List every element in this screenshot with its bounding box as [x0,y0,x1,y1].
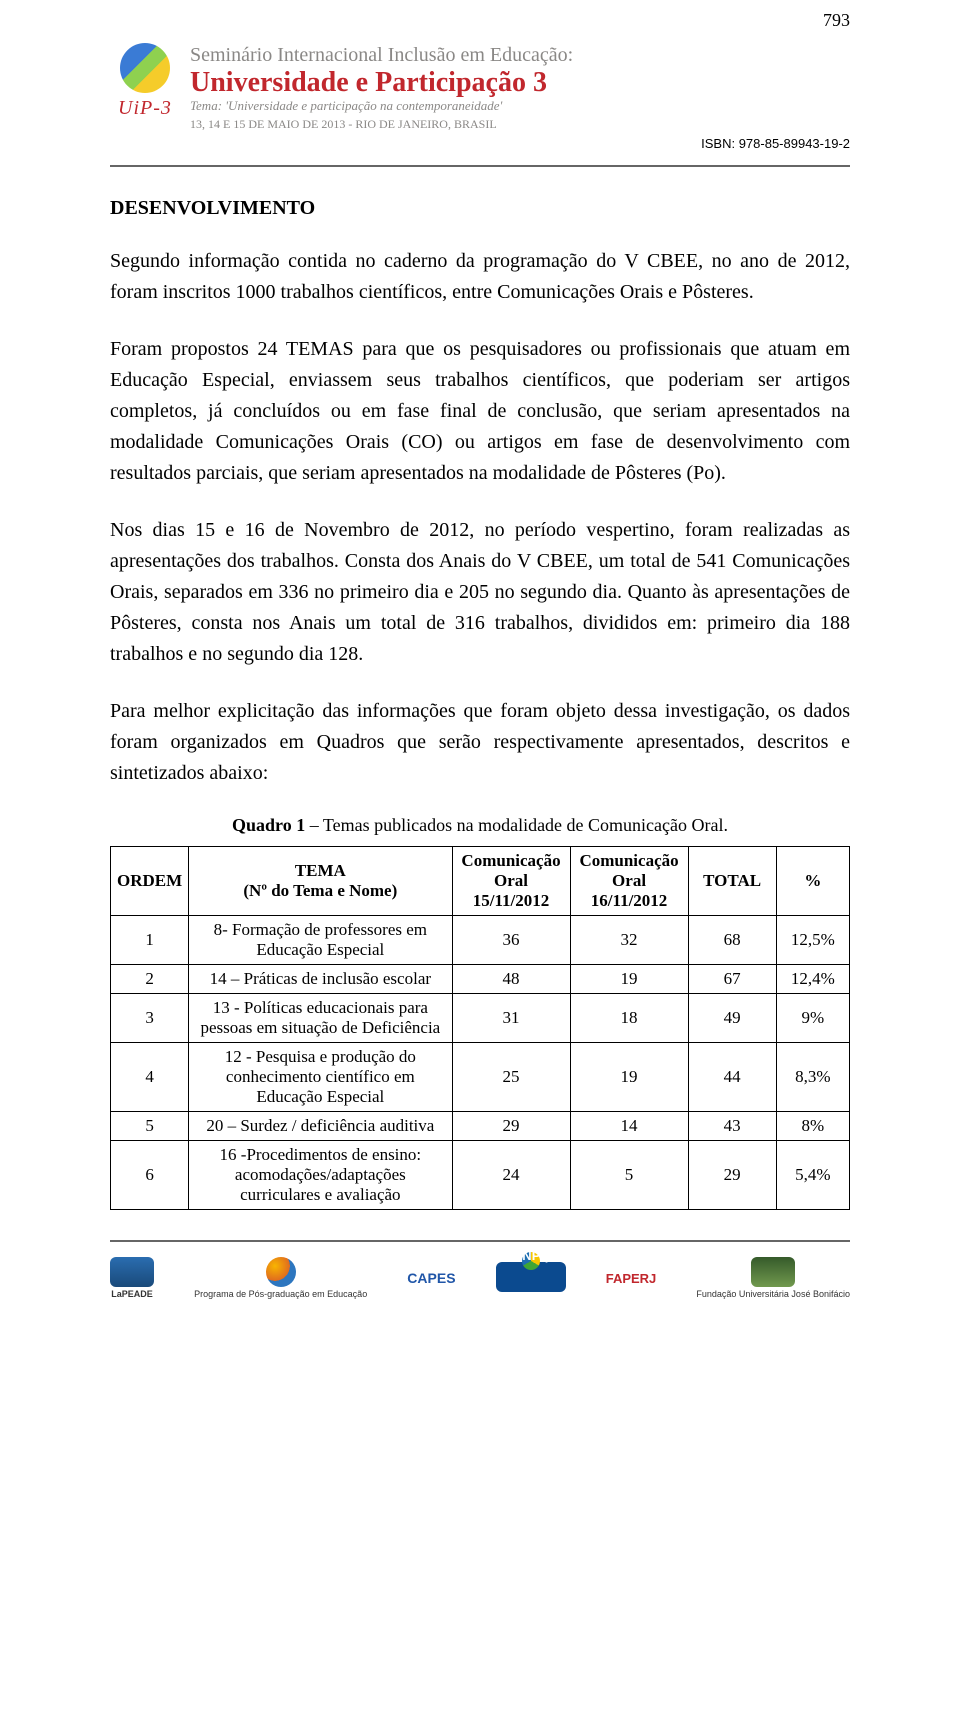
logo-capes: CAPES [407,1252,455,1304]
table-cell: 31 [452,994,570,1043]
table-cell: 8,3% [776,1043,849,1112]
posgrad-icon [266,1257,296,1287]
paragraph: Segundo informação contida no caderno da… [110,246,850,308]
isbn-label: ISBN: 978-85-89943-19-2 [701,136,850,151]
table-cell: 2 [111,965,189,994]
header-line3: Tema: 'Universidade e participação na co… [190,99,850,114]
event-logo-label: UiP-3 [110,97,180,120]
globe-icon [120,43,170,93]
table-cell: 29 [688,1141,776,1210]
page-number: 793 [823,10,850,31]
table-cell: 5 [570,1141,688,1210]
table-row: 313 - Políticas educacionais para pessoa… [111,994,850,1043]
jb-icon [751,1257,795,1287]
table-cell: 12,5% [776,916,849,965]
logo-cnpq: CNPq [496,1252,566,1304]
lapeade-label: LaPEADE [111,1289,153,1299]
logo-posgrad: Programa de Pós-graduação em Educação [194,1252,367,1304]
table-cell: 48 [452,965,570,994]
table-cell: 4 [111,1043,189,1112]
table-cell: 24 [452,1141,570,1210]
table-row: 18- Formação de professores em Educação … [111,916,850,965]
table-cell: 12 - Pesquisa e produção do conhecimento… [189,1043,452,1112]
table-cell: 14 [570,1112,688,1141]
table-caption-bold: Quadro 1 [232,815,305,835]
table-row: 214 – Práticas de inclusão escolar481967… [111,965,850,994]
logo-lapeade: LaPEADE [110,1252,154,1304]
table-cell: 9% [776,994,849,1043]
table-header-cell: ComunicaçãoOral15/11/2012 [452,847,570,916]
table-cell: 19 [570,965,688,994]
table-header-cell: ORDEM [111,847,189,916]
paragraph: Para melhor explicitação das informações… [110,696,850,789]
table-row: 412 - Pesquisa e produção do conheciment… [111,1043,850,1112]
header-band: UiP-3 Seminário Internacional Inclusão e… [110,30,850,145]
table-cell: 14 – Práticas de inclusão escolar [189,965,452,994]
section-heading: DESENVOLVIMENTO [110,197,850,220]
table-cell: 20 – Surdez / deficiência auditiva [189,1112,452,1141]
footer-rule [110,1240,850,1242]
table-caption-rest: – Temas publicados na modalidade de Comu… [305,815,728,835]
cnpq-icon: CNPq [496,1262,566,1292]
table-cell: 18 [570,994,688,1043]
table-cell: 25 [452,1043,570,1112]
table-row: 520 – Surdez / deficiência auditiva29144… [111,1112,850,1141]
header-text: Seminário Internacional Inclusão em Educ… [190,44,850,132]
table-cell: 36 [452,916,570,965]
table-cell: 1 [111,916,189,965]
table-cell: 19 [570,1043,688,1112]
table-caption: Quadro 1 – Temas publicados na modalidad… [110,815,850,836]
table-cell: 32 [570,916,688,965]
table-cell: 8% [776,1112,849,1141]
table-cell: 29 [452,1112,570,1141]
page: 793 UiP-3 Seminário Internacional Inclus… [0,0,960,1344]
table-header-cell: ComunicaçãoOral16/11/2012 [570,847,688,916]
table-header-row: ORDEMTEMA(Nº do Tema e Nome)ComunicaçãoO… [111,847,850,916]
table-cell: 3 [111,994,189,1043]
logo-jose-bonifacio: Fundação Universitária José Bonifácio [696,1252,850,1304]
header-line2: Universidade e Participação 3 [190,67,850,99]
table-cell: 16 -Procedimentos de ensino: acomodações… [189,1141,452,1210]
table-cell: 5 [111,1112,189,1141]
table-cell: 12,4% [776,965,849,994]
lapeade-icon [110,1257,154,1287]
header-rule [110,165,850,167]
table-cell: 67 [688,965,776,994]
table-header-cell: TEMA(Nº do Tema e Nome) [189,847,452,916]
faperj-label: FAPERJ [606,1271,657,1286]
table-cell: 5,4% [776,1141,849,1210]
quadro1-table: ORDEMTEMA(Nº do Tema e Nome)ComunicaçãoO… [110,846,850,1210]
cnpq-label: CNPq [513,1248,548,1263]
table-body: 18- Formação de professores em Educação … [111,916,850,1210]
jb-label: Fundação Universitária José Bonifácio [696,1289,850,1299]
table-cell: 13 - Políticas educacionais para pessoas… [189,994,452,1043]
table-cell: 49 [688,994,776,1043]
table-head: ORDEMTEMA(Nº do Tema e Nome)ComunicaçãoO… [111,847,850,916]
event-logo: UiP-3 [110,43,180,133]
paragraph: Foram propostos 24 TEMAS para que os pes… [110,334,850,489]
table-row: 616 -Procedimentos de ensino: acomodaçõe… [111,1141,850,1210]
logo-faperj: FAPERJ [606,1252,657,1304]
table-header-cell: TOTAL [688,847,776,916]
header-line1: Seminário Internacional Inclusão em Educ… [190,44,850,67]
table-cell: 6 [111,1141,189,1210]
table-cell: 44 [688,1043,776,1112]
table-header-cell: % [776,847,849,916]
capes-label: CAPES [407,1270,455,1286]
paragraph: Nos dias 15 e 16 de Novembro de 2012, no… [110,515,850,670]
table-cell: 43 [688,1112,776,1141]
table-cell: 68 [688,916,776,965]
table-cell: 8- Formação de professores em Educação E… [189,916,452,965]
header-line4: 13, 14 E 15 DE MAIO DE 2013 - RIO DE JAN… [190,118,850,132]
posgrad-label: Programa de Pós-graduação em Educação [194,1289,367,1299]
footer-band: LaPEADE Programa de Pós-graduação em Edu… [110,1252,850,1314]
